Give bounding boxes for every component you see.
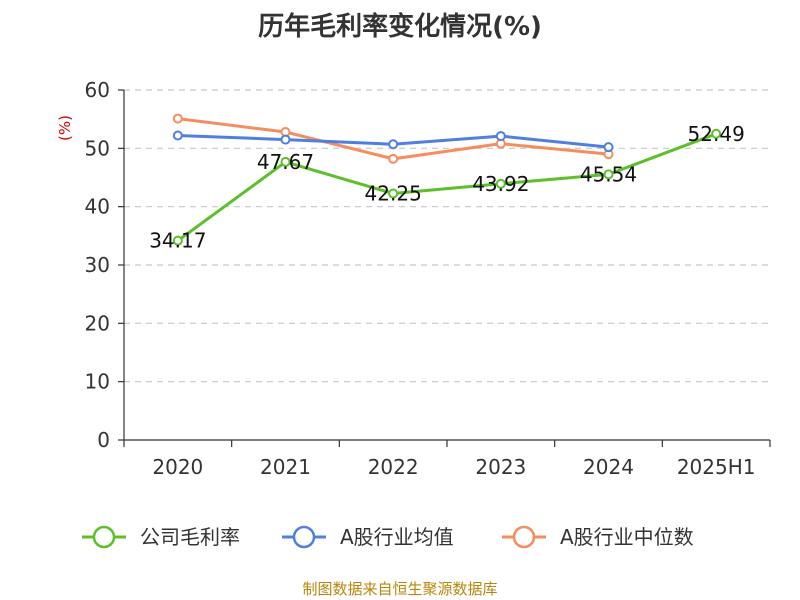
y-tick-label: 40 xyxy=(85,195,110,219)
legend-swatch-marker xyxy=(92,525,116,549)
data-label: 45.54 xyxy=(580,162,637,186)
data-point xyxy=(711,128,722,139)
legend[interactable]: 公司毛利率 A股行业均值 A股行业中位数 xyxy=(82,525,694,549)
source-note: 制图数据来自恒生聚源数据库 xyxy=(302,580,498,598)
data-point xyxy=(172,130,183,141)
x-tick-label: 2024 xyxy=(583,455,634,479)
chart-title: 历年毛利率变化情况(%) xyxy=(258,12,542,42)
data-label: 43.92 xyxy=(472,172,529,196)
data-point xyxy=(388,188,399,199)
data-point xyxy=(172,235,183,246)
y-tick-label: 20 xyxy=(85,311,110,335)
data-labels: 34.17 47.67 42.25 43.92 45.54 52.49 xyxy=(149,122,745,253)
data-point xyxy=(388,153,399,164)
data-point xyxy=(603,169,614,180)
data-point xyxy=(280,156,291,167)
data-label: 47.67 xyxy=(257,150,314,174)
legend-label: A股行业均值 xyxy=(340,525,454,549)
legend-item-0[interactable]: 公司毛利率 xyxy=(82,525,240,549)
y-tick-label: 30 xyxy=(85,253,110,277)
x-tick-label: 2025H1 xyxy=(677,455,756,479)
series-lines xyxy=(172,113,722,246)
y-tick-label: 50 xyxy=(85,136,110,160)
legend-swatch-marker xyxy=(512,525,536,549)
data-point xyxy=(280,134,291,145)
data-point xyxy=(603,142,614,153)
y-tick-label: 60 xyxy=(85,78,110,102)
data-label: 52.49 xyxy=(688,122,745,146)
x-tick-label: 2020 xyxy=(152,455,203,479)
legend-label: A股行业中位数 xyxy=(560,525,694,549)
data-label: 34.17 xyxy=(149,229,206,253)
y-tick-label: 10 xyxy=(85,370,110,394)
legend-item-2[interactable]: A股行业中位数 xyxy=(502,525,694,549)
legend-label: 公司毛利率 xyxy=(140,525,240,549)
data-point xyxy=(495,131,506,142)
data-point xyxy=(388,139,399,150)
y-axis-unit: (%) xyxy=(56,115,74,141)
data-point xyxy=(495,178,506,189)
y-tick-label: 0 xyxy=(97,428,110,452)
axes: 0 10 20 30 40 50 60 2020 2021 2022 2023 2024 2025H1 (… xyxy=(56,78,771,479)
legend-swatch-marker xyxy=(292,525,316,549)
legend-item-1[interactable]: A股行业均值 xyxy=(282,525,454,549)
x-tick-label: 2021 xyxy=(260,455,311,479)
x-tick-label: 2023 xyxy=(475,455,526,479)
series-line-0 xyxy=(176,132,717,242)
x-tick-label: 2022 xyxy=(368,455,419,479)
grid-lines xyxy=(124,89,770,383)
data-point xyxy=(172,113,183,124)
data-label: 42.25 xyxy=(365,182,422,206)
